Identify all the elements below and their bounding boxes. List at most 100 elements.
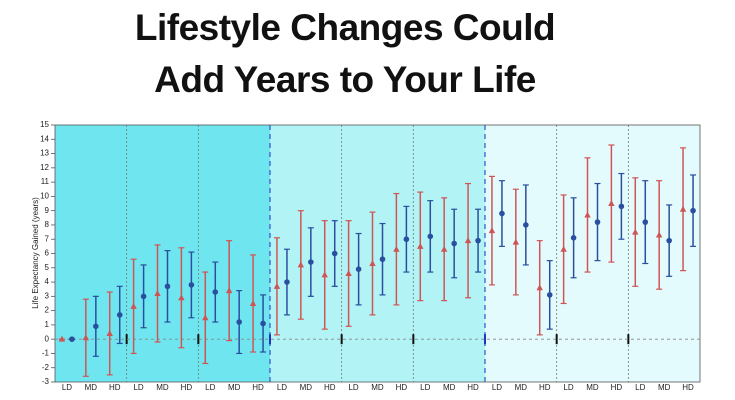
point: [93, 323, 99, 330]
x-tick-label: HD: [682, 383, 694, 392]
point: [188, 282, 195, 288]
x-tick-label: HD: [611, 383, 623, 392]
point: [273, 282, 281, 289]
point: [164, 283, 171, 290]
point: [632, 228, 639, 235]
point: [130, 302, 137, 309]
point: [225, 287, 233, 294]
x-tick-label: MD: [658, 383, 671, 392]
x-tick-label: MD: [300, 383, 313, 392]
y-tick-label: 7: [45, 234, 50, 243]
point: [178, 294, 185, 301]
y-tick-label: 3: [45, 291, 50, 300]
point: [321, 271, 328, 278]
x-tick-label: LD: [563, 383, 573, 392]
y-tick-label: 8: [45, 220, 50, 229]
point: [488, 227, 496, 234]
x-tick-label: LD: [492, 383, 502, 392]
chart-title: Lifestyle Changes Could Add Years to You…: [134, 7, 556, 100]
x-tick-label: MD: [156, 383, 169, 392]
point: [546, 292, 553, 298]
point: [570, 234, 577, 241]
y-tick-label: -1: [42, 349, 50, 358]
y-tick-label: 12: [40, 163, 49, 172]
point: [475, 237, 481, 244]
point: [393, 245, 400, 252]
point: [116, 312, 123, 318]
point: [236, 319, 242, 325]
point: [618, 203, 625, 210]
point: [154, 289, 161, 296]
point: [594, 219, 601, 225]
y-tick-label: 1: [45, 320, 50, 329]
point: [560, 245, 567, 252]
point: [82, 334, 90, 341]
y-tick-label: 5: [45, 263, 50, 272]
point: [249, 299, 257, 306]
y-tick-label: -2: [42, 363, 50, 372]
point: [260, 320, 266, 327]
x-tick-label: MD: [586, 383, 599, 392]
point: [464, 237, 472, 244]
x-tick-label: MD: [371, 383, 384, 392]
point: [679, 205, 687, 212]
y-tick-label: 11: [41, 177, 50, 186]
point: [655, 231, 663, 238]
point: [379, 256, 386, 263]
x-tick-label: MD: [443, 383, 456, 392]
point: [608, 200, 615, 207]
x-tick-label: LD: [277, 383, 287, 392]
x-tick-label: HD: [109, 383, 121, 392]
x-tick-label: HD: [467, 383, 479, 392]
point: [331, 250, 338, 257]
point: [403, 236, 410, 243]
y-tick-label: 6: [45, 249, 50, 258]
y-tick-label: 15: [40, 120, 49, 129]
y-tick-label: 9: [45, 206, 50, 215]
x-tick-label: LD: [635, 383, 645, 392]
x-tick-label: MD: [515, 383, 528, 392]
x-tick-label: HD: [324, 383, 336, 392]
x-tick-label: HD: [252, 383, 264, 392]
x-tick-label: LD: [348, 383, 358, 392]
point: [308, 259, 314, 265]
x-tick-label: LD: [205, 383, 215, 392]
point: [536, 284, 543, 291]
point: [355, 266, 362, 273]
point: [106, 329, 113, 336]
x-tick-label: LD: [62, 383, 72, 392]
point: [369, 259, 376, 266]
x-tick-label: HD: [396, 383, 408, 392]
point: [523, 222, 529, 228]
point: [499, 210, 505, 217]
point: [451, 240, 457, 247]
x-tick-label: LD: [420, 383, 430, 392]
plot-section: [270, 125, 485, 382]
point: [202, 314, 209, 321]
y-tick-label: 13: [40, 149, 49, 158]
x-tick-label: MD: [85, 383, 98, 392]
x-tick-label: HD: [539, 383, 551, 392]
y-tick-label: 4: [45, 277, 50, 286]
point: [584, 211, 591, 218]
point: [297, 261, 305, 268]
point: [212, 289, 219, 295]
y-tick-label: 0: [45, 334, 50, 343]
point: [284, 279, 290, 285]
y-tick-label: 14: [40, 134, 49, 143]
x-tick-label: LD: [133, 383, 143, 392]
y-tick-label: -3: [42, 377, 50, 386]
point: [417, 242, 424, 249]
point: [69, 336, 75, 342]
point: [666, 237, 672, 244]
point: [427, 233, 434, 240]
y-tick-label: 2: [45, 306, 50, 315]
y-tick-label: 10: [40, 191, 49, 200]
x-tick-label: HD: [181, 383, 193, 392]
y-axis-label: Life Expectancy Gained (years): [31, 197, 40, 309]
plot-section: [55, 125, 270, 382]
x-tick-label: MD: [228, 383, 241, 392]
point: [512, 238, 520, 245]
